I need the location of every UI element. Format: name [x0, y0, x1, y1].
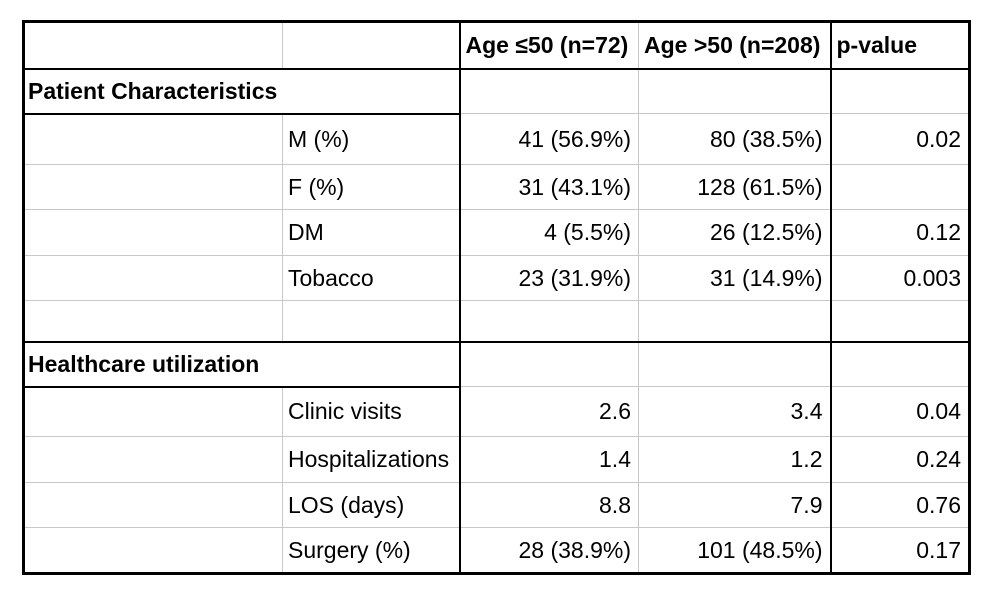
row-label: Surgery (%): [282, 527, 461, 574]
row-dm: DM 4 (5.5%) 26 (12.5%) 0.12: [23, 209, 970, 256]
spacer-row: [23, 300, 970, 343]
value-age-le-50: 23 (31.9%): [459, 255, 639, 301]
empty-cell: [282, 300, 461, 343]
empty-cell: [23, 386, 283, 437]
data-table: Age ≤50 (n=72) Age >50 (n=208) p-value P…: [22, 20, 971, 575]
value-p-value: 0.76: [830, 482, 970, 528]
value-age-gt-50: 128 (61.5%): [638, 164, 832, 210]
empty-cell: [23, 300, 283, 343]
value-age-gt-50: 3.4: [638, 386, 832, 437]
row-f-pct: F (%) 31 (43.1%) 128 (61.5%): [23, 164, 970, 210]
spreadsheet-area: Age ≤50 (n=72) Age >50 (n=208) p-value P…: [22, 20, 971, 575]
empty-cell: [23, 255, 283, 301]
value-age-gt-50: 26 (12.5%): [638, 209, 832, 256]
value-p-value: 0.17: [830, 527, 970, 574]
empty-cell: [23, 527, 283, 574]
value-age-le-50: 41 (56.9%): [459, 113, 639, 165]
empty-cell: [23, 113, 283, 165]
row-surgery-pct: Surgery (%) 28 (38.9%) 101 (48.5%) 0.17: [23, 527, 970, 574]
header-col-p-value: p-value: [830, 21, 970, 70]
row-label: Hospitalizations: [282, 436, 461, 483]
empty-cell: [23, 482, 283, 528]
row-label: DM: [282, 209, 461, 256]
section-title-healthcare-utilization: Healthcare utilization: [23, 341, 461, 388]
empty-cell: [638, 300, 832, 343]
value-age-gt-50: 7.9: [638, 482, 832, 528]
row-label: F (%): [282, 164, 461, 210]
row-label: Clinic visits: [282, 386, 461, 437]
row-los-days: LOS (days) 8.8 7.9 0.76: [23, 482, 970, 528]
value-p-value: 0.24: [830, 436, 970, 483]
empty-cell: [638, 341, 832, 387]
row-label: LOS (days): [282, 482, 461, 528]
empty-cell: [459, 68, 639, 114]
value-age-gt-50: 80 (38.5%): [638, 113, 832, 165]
value-p-value: 0.02: [830, 113, 970, 165]
row-label: Tobacco: [282, 255, 461, 301]
section-row-patient-characteristics: Patient Characteristics: [23, 68, 970, 115]
value-age-le-50: 28 (38.9%): [459, 527, 639, 574]
empty-cell: [830, 300, 970, 343]
empty-cell: [23, 209, 283, 256]
empty-cell: [23, 436, 283, 483]
value-age-gt-50: 1.2: [638, 436, 832, 483]
row-tobacco: Tobacco 23 (31.9%) 31 (14.9%) 0.003: [23, 255, 970, 301]
value-age-le-50: 31 (43.1%): [459, 164, 639, 210]
value-age-le-50: 2.6: [459, 386, 639, 437]
row-clinic-visits: Clinic visits 2.6 3.4 0.04: [23, 386, 970, 437]
empty-cell: [459, 341, 639, 387]
row-hospitalizations: Hospitalizations 1.4 1.2 0.24: [23, 436, 970, 483]
value-p-value: [830, 164, 970, 210]
value-age-gt-50: 101 (48.5%): [638, 527, 832, 574]
value-p-value: 0.12: [830, 209, 970, 256]
value-age-gt-50: 31 (14.9%): [638, 255, 832, 301]
value-age-le-50: 8.8: [459, 482, 639, 528]
empty-cell: [638, 68, 832, 114]
header-row: Age ≤50 (n=72) Age >50 (n=208) p-value: [23, 21, 970, 70]
row-m-pct: M (%) 41 (56.9%) 80 (38.5%) 0.02: [23, 113, 970, 165]
empty-cell: [459, 300, 639, 343]
header-col-age-le-50: Age ≤50 (n=72): [459, 21, 639, 70]
header-cell-empty-2: [282, 21, 461, 70]
empty-cell: [830, 68, 970, 114]
section-title-patient-characteristics: Patient Characteristics: [23, 68, 461, 115]
empty-cell: [830, 341, 970, 387]
header-cell-empty-1: [23, 21, 283, 70]
value-age-le-50: 1.4: [459, 436, 639, 483]
header-col-age-gt-50: Age >50 (n=208): [638, 21, 832, 70]
row-label: M (%): [282, 113, 461, 165]
value-age-le-50: 4 (5.5%): [459, 209, 639, 256]
value-p-value: 0.04: [830, 386, 970, 437]
section-row-healthcare-utilization: Healthcare utilization: [23, 341, 970, 388]
empty-cell: [23, 164, 283, 210]
value-p-value: 0.003: [830, 255, 970, 301]
